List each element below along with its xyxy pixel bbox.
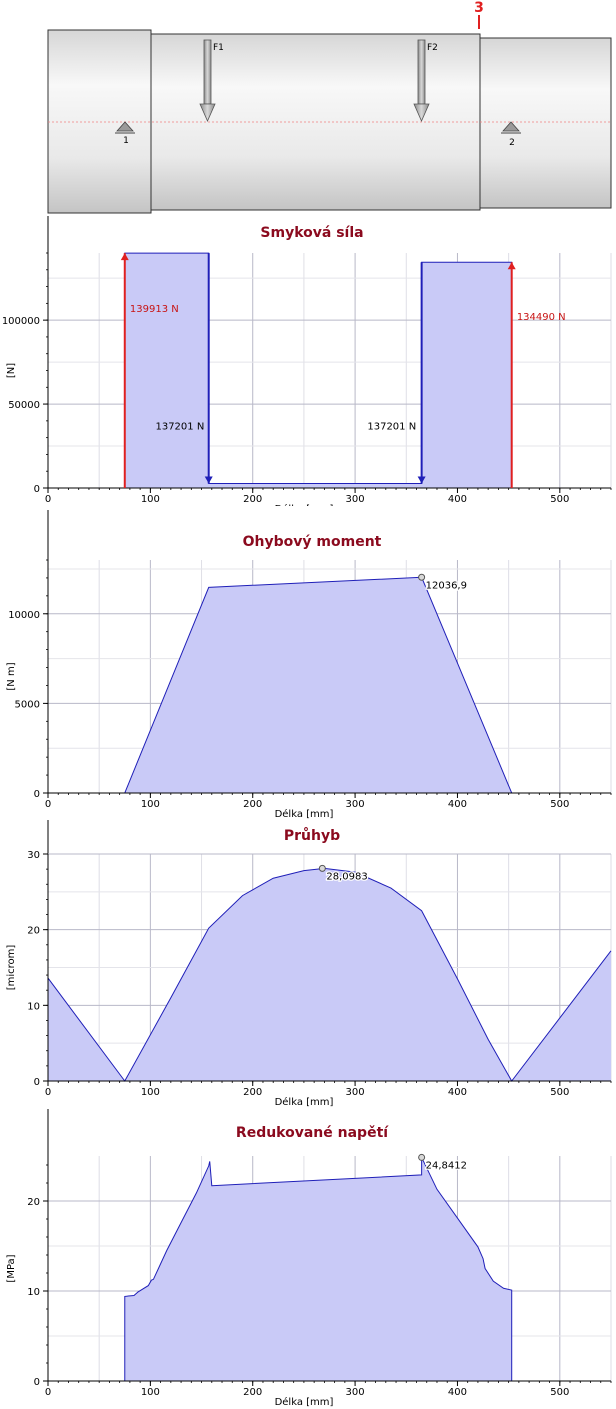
y-tick-label: 30 bbox=[27, 850, 40, 861]
force-value-label: 137201 N bbox=[367, 421, 416, 432]
x-tick-label: 300 bbox=[346, 1387, 365, 1398]
x-tick-label: 100 bbox=[141, 799, 160, 810]
series-area bbox=[48, 868, 611, 1081]
y-tick-label: 10 bbox=[27, 1287, 40, 1298]
shaft-diagram: 3 F1 F2 1 2 bbox=[47, 0, 612, 214]
y-tick-label: 0 bbox=[34, 1377, 40, 1388]
force-arrowhead bbox=[417, 476, 426, 484]
x-axis-label: Délka [mm] bbox=[275, 1396, 334, 1408]
x-axis-label: Délka [mm] bbox=[275, 503, 334, 506]
section-marker-label: 3 bbox=[474, 0, 484, 16]
force-f1-label: F1 bbox=[213, 43, 224, 53]
y-tick-label: 0 bbox=[34, 1077, 40, 1088]
series-line bbox=[48, 1157, 611, 1382]
x-tick-label: 100 bbox=[141, 494, 160, 505]
force-arrowhead bbox=[204, 476, 213, 484]
x-tick-label: 300 bbox=[346, 799, 365, 810]
y-tick-label: 5000 bbox=[15, 699, 40, 710]
peak-marker[interactable] bbox=[418, 1153, 426, 1161]
y-axis-label: [N] bbox=[6, 363, 17, 378]
force-f2-label: F2 bbox=[427, 43, 438, 53]
x-tick-label: 400 bbox=[448, 1087, 467, 1098]
chart-title: Redukované napětí bbox=[236, 1125, 389, 1141]
y-tick-label: 50000 bbox=[8, 400, 40, 411]
x-tick-label: 0 bbox=[45, 1087, 51, 1098]
series-area bbox=[48, 1157, 611, 1381]
y-tick-label: 20 bbox=[27, 1197, 40, 1208]
bending-moment-chart: 0 5000 10000 0 100 200 300 400 500 Délka [mm] [N m… bbox=[6, 510, 612, 820]
y-axis-label: [MPa] bbox=[6, 1254, 17, 1282]
x-tick-label: 200 bbox=[243, 799, 262, 810]
support-2-label: 2 bbox=[509, 138, 515, 148]
x-tick-label: 500 bbox=[550, 494, 569, 505]
x-tick-label: 200 bbox=[243, 1087, 262, 1098]
chart-title: Ohybový moment bbox=[243, 534, 382, 550]
x-tick-label: 400 bbox=[448, 494, 467, 505]
y-tick-label: 10000 bbox=[8, 610, 40, 621]
peak-marker[interactable] bbox=[318, 864, 326, 872]
y-tick-label: 10 bbox=[27, 1001, 40, 1012]
chart-title: Smyková síla bbox=[260, 225, 363, 241]
support-2-icon[interactable] bbox=[501, 121, 521, 134]
x-axis-label: Délka [mm] bbox=[275, 1096, 334, 1108]
x-tick-label: 200 bbox=[243, 494, 262, 505]
force-value-label: 139913 N bbox=[130, 304, 179, 315]
x-tick-label: 300 bbox=[346, 1087, 365, 1098]
force-value-label: 134490 N bbox=[517, 312, 566, 323]
y-axis-label: [N m] bbox=[6, 662, 17, 690]
shear-force-chart: 0 50000 100000 0 100 200 300 400 500 Délka [mm] [N… bbox=[2, 216, 612, 506]
x-tick-label: 0 bbox=[45, 1387, 51, 1398]
x-tick-label: 0 bbox=[45, 799, 51, 810]
series-area bbox=[48, 253, 611, 488]
x-tick-label: 500 bbox=[550, 1087, 569, 1098]
support-1-icon[interactable] bbox=[115, 121, 135, 134]
force-arrowhead bbox=[507, 262, 516, 270]
series-area bbox=[48, 577, 611, 793]
shaft-segment-left[interactable] bbox=[47, 29, 152, 214]
support-1-label: 1 bbox=[123, 136, 129, 146]
force-f1-arrow-icon[interactable] bbox=[199, 39, 216, 122]
x-tick-label: 400 bbox=[448, 1387, 467, 1398]
x-tick-label: 500 bbox=[550, 799, 569, 810]
x-tick-label: 0 bbox=[45, 494, 51, 505]
peak-marker[interactable] bbox=[418, 573, 426, 581]
peak-value-label: 24,8412 bbox=[426, 1160, 467, 1171]
force-value-label: 137201 N bbox=[155, 421, 204, 432]
x-tick-label: 100 bbox=[141, 1087, 160, 1098]
force-f2-arrow-icon[interactable] bbox=[413, 39, 430, 122]
y-tick-label: 0 bbox=[34, 484, 40, 495]
x-axis-label: Délka [mm] bbox=[275, 808, 334, 820]
peak-value-label: 12036,9 bbox=[426, 580, 467, 591]
y-axis-label: [microm] bbox=[6, 945, 17, 991]
y-tick-label: 100000 bbox=[2, 316, 40, 327]
chart-title: Průhyb bbox=[284, 827, 340, 844]
y-tick-label: 0 bbox=[34, 789, 40, 800]
x-tick-label: 400 bbox=[448, 799, 467, 810]
force-arrowhead bbox=[120, 253, 129, 261]
x-tick-label: 200 bbox=[243, 1387, 262, 1398]
shaft-segment-right[interactable] bbox=[479, 37, 612, 209]
y-tick-label: 20 bbox=[27, 926, 40, 937]
x-tick-label: 100 bbox=[141, 1387, 160, 1398]
x-tick-label: 500 bbox=[550, 1387, 569, 1398]
peak-value-label: 28,0983 bbox=[326, 871, 367, 882]
x-tick-label: 300 bbox=[346, 494, 365, 505]
